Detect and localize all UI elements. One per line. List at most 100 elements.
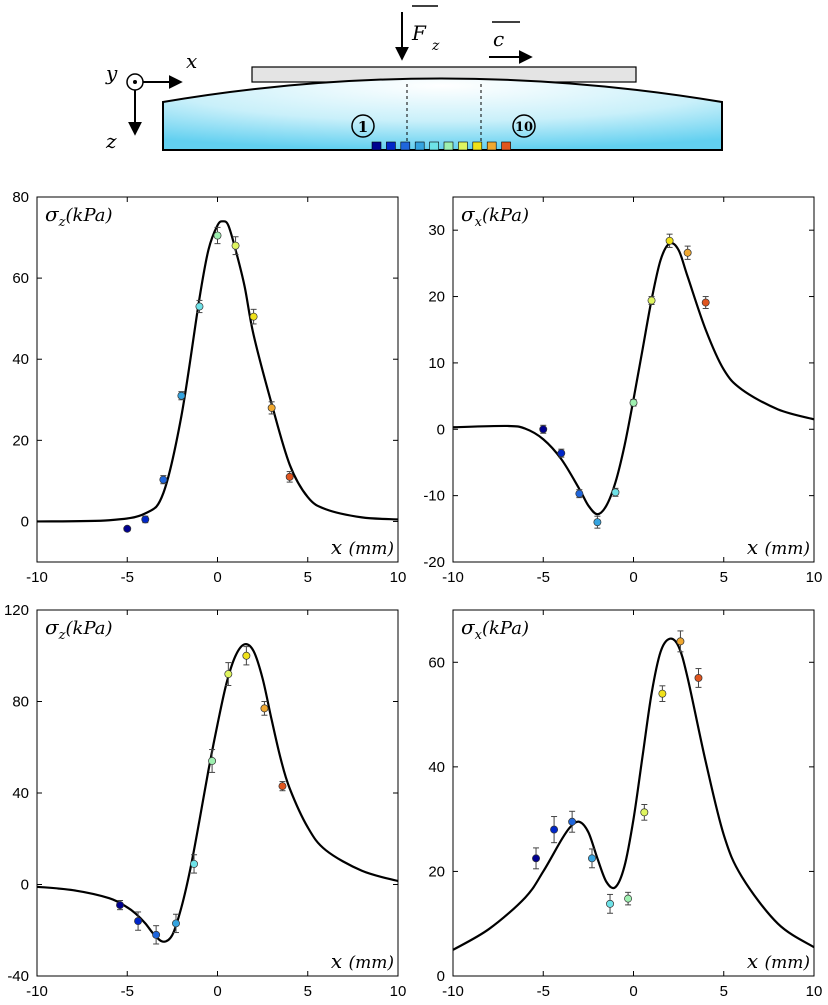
y-tick-label: 80 [12,694,29,711]
x-tick-label: 0 [213,569,221,586]
sensor-last-badge [512,114,536,138]
y-tick-label: 20 [428,289,445,306]
x-tick-label: -10 [442,569,464,586]
plot-frame [36,609,399,977]
data-point-sensor-10 [278,782,287,791]
sensor-5 [429,141,439,151]
x-tick-label: 5 [720,569,728,586]
sensor-8 [472,141,483,151]
data-point-sensor-6 [624,894,633,903]
data-point-sensor-1 [539,425,548,434]
data-point-sensor-4 [593,518,602,527]
y-tick-label: 20 [12,432,29,449]
sensor-first-badge [351,114,375,138]
y-tick-label: -40 [7,968,29,985]
sensor-4 [414,141,425,151]
data-point-sensor-3 [152,930,161,939]
data-point-sensor-8 [249,312,258,321]
sensor-first-label: 1 [358,118,368,136]
y-tick-label: 0 [437,968,445,985]
x-tick-label: -10 [442,983,464,1000]
x-tick-label: -5 [121,983,134,1000]
axis-z-label: z [105,129,117,153]
y-tick-label: 40 [428,759,445,776]
y-tick-label: -20 [423,554,445,571]
x-axis-label: x (mm) [331,535,394,559]
y-tick-label: 0 [21,513,29,530]
data-point-sensor-7 [224,670,233,679]
x-tick-label: 10 [806,983,823,1000]
data-point-sensor-1 [532,854,540,863]
data-point-sensor-4 [588,854,596,863]
x-tick-label: 10 [390,569,407,586]
y-tick-label: 0 [21,877,29,894]
model-curve [452,241,815,516]
x-axis-label: x (mm) [331,949,394,973]
sensor-3 [400,141,411,151]
x-tick-label: 5 [304,569,312,586]
sensor-2 [386,141,396,151]
sensor-1 [371,141,382,151]
y-tick-label: 60 [428,654,445,671]
data-point-sensor-5 [611,488,620,497]
x-tick-label: 5 [720,983,728,1000]
x-tick-label: -10 [26,983,48,1000]
data-point-sensor-9 [267,403,276,412]
data-point-sensor-2 [134,917,143,926]
sensor-6 [443,141,454,151]
data-point-sensor-7 [640,808,649,817]
data-point-sensor-4 [172,919,180,928]
axis-y-label: y [105,61,118,85]
data-point-sensor-10 [694,674,703,682]
data-point-sensor-1 [123,524,132,533]
x-tick-label: -5 [121,569,134,586]
x-tick-label: -5 [537,983,550,1000]
data-point-sensor-3 [568,817,577,826]
data-point-sensor-5 [606,899,614,908]
y-tick-label: 0 [437,421,445,438]
chart-sigma-x-bottom: -10 -5 0 5 10 0 20 40 60 σx(kPa) x (mm) [428,609,823,1000]
y-tick-label: -10 [423,488,445,505]
sensor-last-label: 10 [515,120,533,135]
x-tick-label: 0 [629,983,637,1000]
data-point-sensor-1 [116,901,124,910]
data-point-sensor-3 [159,475,168,484]
y-tick-label: 80 [12,189,29,206]
sensor-10 [501,141,511,151]
data-point-sensor-5 [190,859,198,868]
velocity-label: c [493,27,504,51]
x-tick-label: 0 [629,569,637,586]
plot-frame [452,609,815,977]
x-axis-label: x (mm) [747,535,810,559]
y-tick-label: 10 [428,355,445,372]
data-point-sensor-8 [658,689,667,698]
data-point-sensor-8 [242,651,251,660]
chart-sigma-z-top: -10 -5 0 5 10 0 20 40 60 80 σz(kPa) x (mm) [12,189,406,586]
x-tick-label: 10 [390,983,407,1000]
data-point-sensor-2 [557,449,566,458]
sensor-array [371,141,511,151]
plot-frame [36,196,399,563]
plot-frame [452,196,815,563]
y-axis-label: σx(kPa) [461,615,529,643]
elastic-body [162,77,723,151]
data-point-sensor-4 [177,391,186,400]
data-point-sensor-3 [575,489,584,498]
x-tick-label: 10 [806,569,823,586]
data-point-sensor-6 [208,757,217,765]
y-tick-label: 120 [4,602,29,619]
data-point-sensor-9 [260,704,269,713]
y-tick-label: 40 [12,351,29,368]
contact-diagram: F z c y x z 1 10 [105,5,723,153]
force-subscript: z [431,38,440,54]
data-point-sensor-7 [647,296,656,305]
y-axis-label: σz(kPa) [45,202,113,230]
axis-x-label: x [186,49,197,73]
y-tick-label: 20 [428,863,445,880]
chart-sigma-z-bottom: -10 -5 0 5 10 -40 0 40 80 120 σz(kPa) x (mm) [4,602,406,1000]
model-curve [452,637,815,951]
sensor-9 [486,141,497,151]
x-tick-label: 5 [304,983,312,1000]
